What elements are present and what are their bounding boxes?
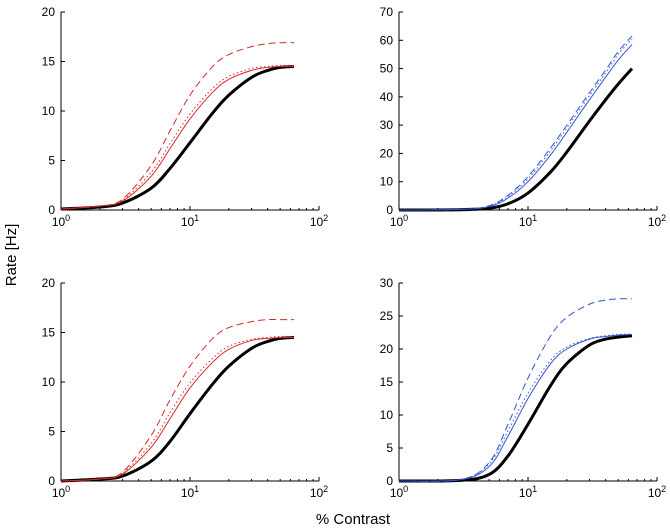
y-tick-label: 5 <box>48 425 55 439</box>
y-tick-label: 5 <box>48 154 55 168</box>
y-tick-label: 15 <box>42 55 56 69</box>
series-line-dotted-thin <box>60 64 295 210</box>
series-line-dotted-thin <box>398 38 633 211</box>
y-tick-label: 20 <box>42 276 56 290</box>
series-line-dashed-thin <box>60 42 295 210</box>
chart-panel-bottom-left: 0 5 10 15 20 100 101 102 <box>42 276 329 500</box>
series-line-solid-thick <box>60 64 295 211</box>
series-line-solid-thick <box>60 335 295 483</box>
y-tick-label: 0 <box>386 474 393 488</box>
y-tick-label: 40 <box>380 90 394 104</box>
series-line-dashed-thin <box>398 298 633 482</box>
y-tick-label: 60 <box>380 33 394 47</box>
series-line-dashed-thin <box>398 35 633 211</box>
y-tick-label: 70 <box>380 5 394 19</box>
y-tick-label: 30 <box>380 118 394 132</box>
x-tick-label: 100 <box>52 213 70 229</box>
series-line-dotted-thin <box>398 333 633 482</box>
series-line-solid-thin <box>60 336 295 482</box>
x-tick-label: 101 <box>181 213 199 229</box>
x-tick-label: 102 <box>648 484 666 500</box>
y-tick-label: 30 <box>380 276 394 290</box>
series-line-solid-thin <box>398 44 633 211</box>
series-line-solid-thick <box>398 334 633 483</box>
x-tick-label: 100 <box>390 213 408 229</box>
x-tick-label: 100 <box>52 484 70 500</box>
series-line-dashed-thin <box>60 318 294 482</box>
x-tick-label: 102 <box>310 484 328 500</box>
y-tick-label: 10 <box>380 408 394 422</box>
x-tick-label: 100 <box>390 484 408 500</box>
y-tick-label: 25 <box>380 309 394 323</box>
chart-panel-top-left: 0 5 10 15 20 100 101 102 <box>42 5 329 229</box>
x-tick-label: 102 <box>310 213 328 229</box>
y-tick-label: 0 <box>48 474 55 488</box>
y-tick-label: 5 <box>386 441 393 455</box>
y-axis-title: Rate [Hz] <box>3 224 20 287</box>
x-tick-label: 102 <box>648 213 666 229</box>
y-tick-label: 10 <box>42 375 56 389</box>
series-line-solid-thick <box>398 67 634 212</box>
y-tick-label: 0 <box>48 203 55 217</box>
x-axis-title: % Contrast <box>316 511 391 528</box>
y-tick-label: 20 <box>380 342 394 356</box>
series-line-dotted-thin <box>60 335 295 482</box>
x-tick-label: 101 <box>519 484 537 500</box>
chart-panel-top-right: 0 10 20 30 40 50 60 70 100 101 102 <box>380 5 667 229</box>
y-tick-label: 15 <box>380 375 394 389</box>
chart-panel-bottom-right: 0 5 10 15 20 25 30 100 101 102 <box>380 276 667 500</box>
y-tick-label: 10 <box>380 175 394 189</box>
x-tick-label: 101 <box>519 213 537 229</box>
y-tick-label: 0 <box>386 203 393 217</box>
series-line-solid-thin <box>60 65 295 210</box>
series-line-solid-thin <box>398 333 633 482</box>
y-tick-label: 10 <box>42 104 56 118</box>
y-tick-label: 50 <box>380 62 394 76</box>
y-tick-label: 15 <box>42 326 56 340</box>
y-tick-label: 20 <box>380 146 394 160</box>
y-tick-label: 20 <box>42 5 56 19</box>
x-tick-label: 101 <box>181 484 199 500</box>
